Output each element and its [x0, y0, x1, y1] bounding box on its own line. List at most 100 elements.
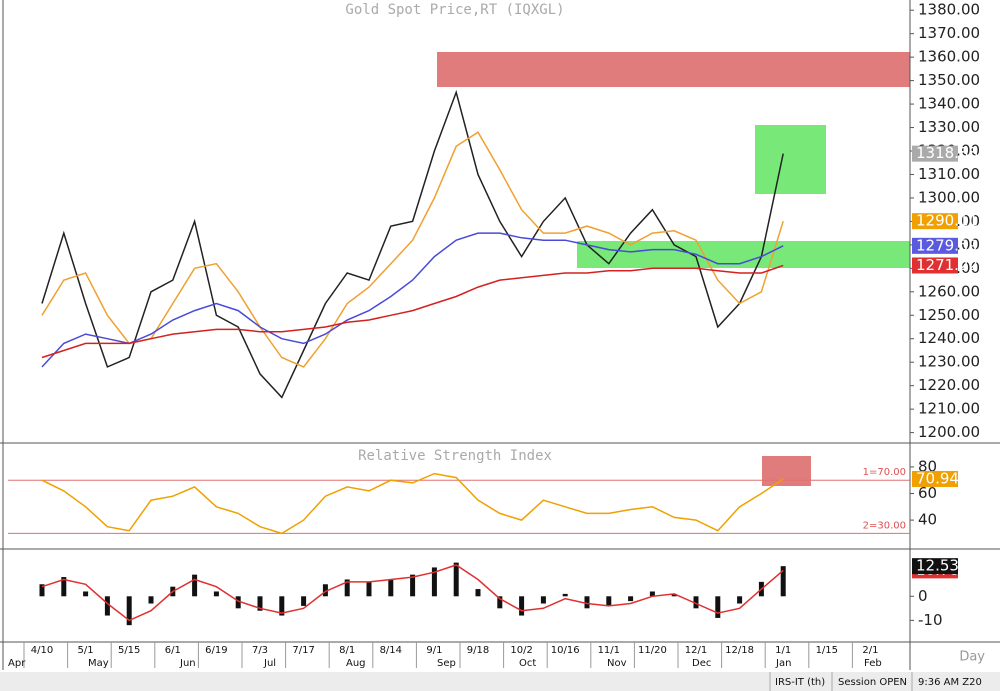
- value-box: [912, 213, 958, 230]
- histogram-bar: [192, 574, 198, 597]
- histogram-bar: [279, 596, 285, 616]
- y-tick-label: 80: [918, 457, 937, 475]
- value-box: [912, 470, 958, 487]
- x-tick-label: 4/10: [31, 645, 53, 656]
- y-tick-label: 1310.00: [918, 165, 980, 183]
- month-label: Sep: [437, 658, 456, 669]
- histogram-bar: [235, 596, 241, 609]
- histogram-bar: [344, 579, 350, 597]
- x-tick-label: 11/1: [598, 645, 620, 656]
- x-tick-label: 9/18: [467, 645, 489, 656]
- rsi-title: Relative Strength Index: [358, 448, 552, 464]
- y-tick-label: 1360.00: [918, 48, 980, 66]
- value-box-label: 1279.59: [916, 236, 978, 254]
- histogram-bar: [628, 596, 634, 602]
- histogram-bar: [366, 581, 372, 597]
- value-box-label: 70.94: [916, 469, 959, 487]
- value-box-label: 1271.22: [916, 256, 978, 274]
- histogram-bar: [388, 579, 394, 597]
- x-tick-label: 6/1: [165, 645, 181, 656]
- month-label: Nov: [607, 658, 627, 669]
- value-box-label: 1318.88: [916, 144, 978, 162]
- x-tick-label: 9/1: [426, 645, 442, 656]
- month-label: Jul: [263, 658, 276, 669]
- x-tick-label: 8/14: [380, 645, 402, 656]
- series-line: [41, 131, 784, 368]
- histogram-bar: [104, 596, 110, 616]
- histogram-bar: [126, 596, 132, 626]
- histogram-bar: [453, 562, 459, 597]
- histogram-bar: [39, 584, 45, 597]
- status-time: 9:36 AM Z20: [918, 677, 982, 688]
- histogram-bar: [61, 577, 67, 597]
- month-label: Jun: [179, 658, 196, 669]
- status-study: IRS-IT (th): [775, 677, 825, 688]
- x-tick-label: 12/1: [685, 645, 707, 656]
- value-box: [912, 558, 958, 575]
- y-tick-label: 1250.00: [918, 306, 980, 324]
- series-line: [41, 472, 784, 535]
- resistance-zone: [437, 52, 910, 87]
- value-box-label: 1290.11: [916, 212, 978, 230]
- histogram-bar: [715, 596, 721, 618]
- histogram-bar: [540, 596, 546, 604]
- histogram-bar: [671, 593, 677, 597]
- x-tick-label: 1/15: [816, 645, 838, 656]
- histogram-bar: [497, 596, 503, 609]
- histogram-bar: [213, 591, 219, 597]
- x-tick-label: 5/15: [118, 645, 140, 656]
- histogram-bar: [410, 574, 416, 597]
- histogram-bar: [431, 567, 437, 597]
- histogram-bar: [737, 596, 743, 604]
- x-tick-label: 5/1: [78, 645, 94, 656]
- y-tick-label: 1380.00: [918, 1, 980, 19]
- rsi-zone: [762, 456, 811, 486]
- series-line: [41, 264, 784, 359]
- x-tick-label: 7/3: [252, 645, 268, 656]
- x-axis-label: Day: [959, 650, 985, 665]
- y-tick-label: 40: [918, 511, 937, 529]
- y-tick-label: 1340.00: [918, 95, 980, 113]
- value-box: [912, 257, 958, 274]
- y-tick-label: 1330.00: [918, 118, 980, 136]
- histogram-bar: [562, 593, 568, 597]
- support-zone: [577, 241, 910, 268]
- month-label: Aug: [346, 658, 366, 669]
- month-label: Oct: [519, 658, 536, 669]
- x-tick-label: 12/18: [725, 645, 754, 656]
- level-label: 1=70.00: [863, 467, 906, 478]
- histogram-bar: [584, 596, 590, 609]
- histogram-bar: [606, 596, 612, 606]
- month-label: Apr: [8, 658, 26, 669]
- histogram-bar: [301, 596, 307, 606]
- series-line: [41, 564, 784, 622]
- y-tick-label: 1370.00: [918, 24, 980, 42]
- histogram-bar: [693, 596, 699, 609]
- value-box: [912, 237, 958, 254]
- histogram-bar: [148, 596, 154, 604]
- y-tick-label: 60: [918, 484, 937, 502]
- y-tick-label: 1200.00: [918, 423, 980, 441]
- value-box-label: 12.53: [916, 557, 959, 575]
- y-tick-label: 1210.00: [918, 400, 980, 418]
- y-tick-label: 1220.00: [918, 376, 980, 394]
- series-line: [41, 89, 784, 399]
- histogram-bar: [649, 591, 655, 597]
- y-tick-label: 1240.00: [918, 329, 980, 347]
- y-tick-label: 1260.00: [918, 282, 980, 300]
- histogram-bar: [83, 591, 89, 597]
- month-label: Feb: [864, 658, 882, 669]
- histogram-bar: [519, 596, 525, 616]
- month-label: May: [88, 658, 109, 669]
- x-tick-label: 6/19: [205, 645, 227, 656]
- x-tick-label: 7/17: [292, 645, 314, 656]
- x-tick-label: 10/2: [510, 645, 532, 656]
- histogram-bar: [475, 589, 481, 597]
- month-label: Dec: [692, 658, 711, 669]
- series-line: [41, 232, 784, 368]
- x-tick-label: 11/20: [638, 645, 667, 656]
- y-tick-label: 1230.00: [918, 353, 980, 371]
- x-tick-label: 8/1: [339, 645, 355, 656]
